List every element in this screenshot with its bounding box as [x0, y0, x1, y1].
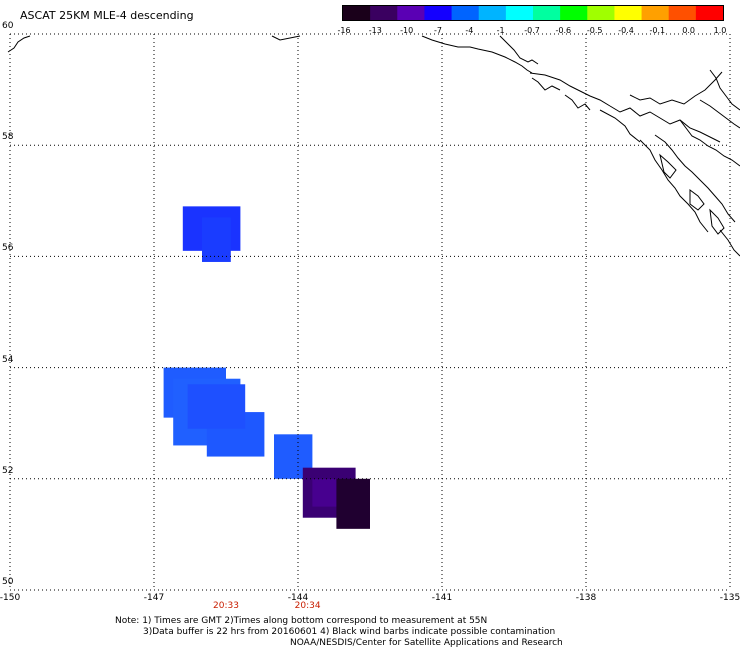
colorbar-swatch — [505, 6, 534, 20]
note-line-1: Note: 1) Times are GMT 2)Times along bot… — [115, 616, 488, 626]
colorbar-labels: -16 -13 -10 -7 -4 -1 -0.7 -0.6 -0.5 -0.4 -0.1 0.0 1.… — [337, 26, 727, 36]
colorbar-label: -10 — [400, 26, 414, 35]
longitude-label: -135 — [719, 593, 740, 603]
latitude-label: 58 — [2, 132, 14, 143]
colorbar-label: -16 — [337, 26, 351, 35]
latitude-label: 56 — [2, 243, 14, 254]
time-label: 20:33 — [213, 601, 239, 611]
colorbar-swatch — [370, 6, 398, 20]
longitude-label: -144 — [287, 593, 309, 603]
latitude-label: 50 — [2, 577, 14, 587]
latitude-label: 54 — [2, 354, 14, 365]
colorbar-swatch — [641, 6, 670, 20]
colorbar-label: 1.0 — [713, 26, 727, 35]
time-label: 20:34 — [294, 601, 321, 611]
colorbar — [342, 5, 724, 21]
colorbar-swatch — [424, 6, 453, 20]
colorbar-border — [342, 5, 724, 21]
colorbar-swatch — [397, 6, 425, 20]
colorbar-label: -0.1 — [649, 26, 666, 35]
colorbar-label: -0.7 — [524, 26, 540, 35]
note-line-2: 3)Data buffer is 22 hrs from 20160601 4)… — [143, 627, 556, 637]
wind-cell — [187, 384, 246, 429]
colorbar-label: -7 — [434, 26, 442, 35]
colorbar-label: -0.4 — [618, 26, 634, 35]
latitude-label: 52 — [2, 465, 14, 476]
colorbar-swatch — [587, 6, 615, 20]
colorbar-label: -1 — [496, 26, 505, 35]
notes: Note: 1) Times are GMT 2)Times along bot… — [115, 616, 563, 649]
latitude-label: 60 — [2, 21, 14, 31]
colorbar-label: -0.6 — [555, 26, 572, 35]
wind-cell — [336, 478, 370, 529]
colorbar-label: -0.5 — [586, 26, 603, 35]
colorbar-swatch — [451, 6, 480, 20]
longitude-label: -141 — [431, 593, 453, 603]
colorbar-swatch — [614, 6, 643, 20]
colorbar-swatch — [668, 6, 697, 20]
colorbar-swatch — [533, 6, 561, 20]
note-line-3: NOAA/NESDIS/Center for Satellite Applica… — [290, 638, 563, 648]
colorbar-label: -13 — [368, 26, 382, 35]
colorbar-label: 0.0 — [682, 26, 696, 35]
longitude-label: -138 — [575, 593, 597, 603]
longitude-label: -150 — [0, 593, 21, 603]
colorbar-swatch — [478, 6, 507, 20]
colorbar-swatch — [695, 6, 724, 20]
wind-cell — [202, 217, 231, 262]
longitude-label: -147 — [143, 593, 165, 603]
colorbar-label: -4 — [465, 26, 474, 35]
colorbar-swatch — [343, 6, 371, 20]
map-title: ASCAT 25KM MLE-4 descending — [20, 9, 194, 22]
coastline — [7, 35, 740, 257]
colorbar-swatch — [560, 6, 588, 20]
